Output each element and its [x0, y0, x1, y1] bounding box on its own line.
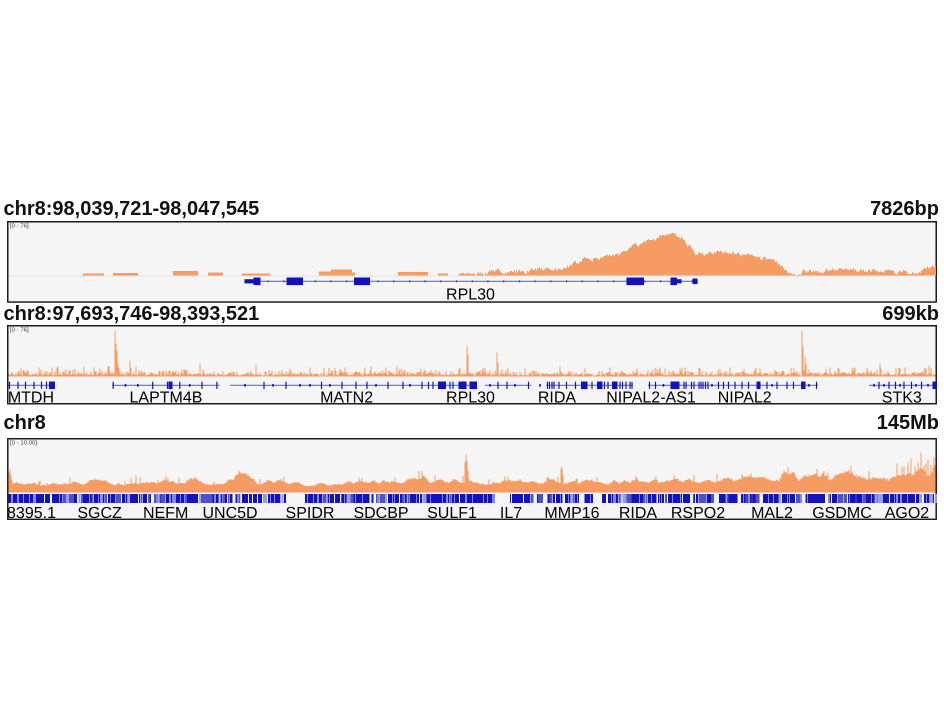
svg-text:MAL2: MAL2 — [751, 504, 793, 519]
svg-text:RIDA: RIDA — [619, 504, 658, 519]
svg-text:NIPAL2-AS1: NIPAL2-AS1 — [606, 390, 696, 405]
svg-text:LAPTM4B: LAPTM4B — [130, 390, 203, 405]
svg-text:SGCZ: SGCZ — [77, 504, 122, 519]
svg-text:MTDH: MTDH — [8, 390, 54, 405]
svg-text:SULF1: SULF1 — [427, 504, 477, 519]
svg-text:STK3: STK3 — [882, 390, 922, 405]
svg-text:8395.1: 8395.1 — [7, 504, 56, 519]
svg-text:SPIDR: SPIDR — [286, 504, 335, 519]
svg-text:[0 - 76]: [0 - 76] — [10, 327, 29, 334]
svg-text:SDCBP: SDCBP — [353, 504, 408, 519]
svg-text:NIPAL2: NIPAL2 — [718, 390, 772, 405]
svg-text:MATN2: MATN2 — [320, 390, 373, 405]
svg-text:RPL30: RPL30 — [446, 287, 495, 303]
svg-text:UNC5D: UNC5D — [202, 504, 257, 519]
svg-text:IL7: IL7 — [500, 504, 522, 519]
svg-text:NEFM: NEFM — [143, 504, 188, 519]
svg-text:RSPO2: RSPO2 — [671, 504, 725, 519]
svg-text:AGO2: AGO2 — [885, 504, 930, 519]
svg-text:GSDMC: GSDMC — [812, 504, 872, 519]
svg-text:RPL30: RPL30 — [446, 390, 495, 405]
svg-text:[0 - 76]: [0 - 76] — [10, 222, 29, 229]
svg-text:MMP16: MMP16 — [544, 504, 599, 519]
svg-text:RIDA: RIDA — [538, 390, 577, 405]
svg-text:[0 - 10.00]: [0 - 10.00] — [10, 439, 37, 446]
